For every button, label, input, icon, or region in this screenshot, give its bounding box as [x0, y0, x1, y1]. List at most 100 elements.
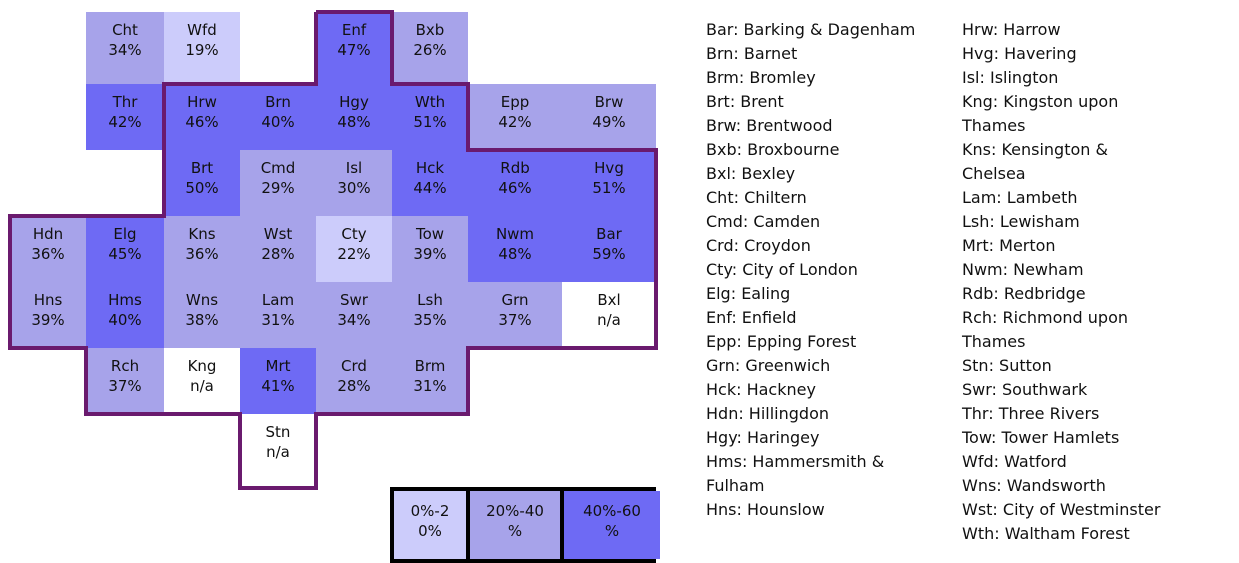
key-entry: Hvg: Havering	[962, 44, 1077, 63]
key-entry: Epp: Epping Forest	[706, 332, 857, 351]
tile: Crd 28%	[316, 348, 392, 414]
tile-label: 26%	[413, 41, 447, 59]
tile-label: n/a	[190, 377, 214, 395]
tile-code: Lam	[261, 291, 295, 309]
key-entry: Brn: Barnet	[706, 44, 798, 63]
tile: Hgy 48%	[316, 84, 392, 150]
tile-label: 59%	[592, 245, 626, 263]
tile: Brn 40%	[240, 84, 316, 150]
tile-label: 44%	[413, 179, 447, 197]
tile-code: Enf	[341, 21, 367, 39]
key-entry: Brw: Brentwood	[706, 116, 833, 135]
tile: Bar 59%	[562, 216, 656, 282]
tile-code: Bxb	[415, 21, 445, 39]
tile: Nwm 48%	[468, 216, 562, 282]
key-entry: Grn: Greenwich	[706, 356, 831, 375]
key-entry: Thr: Three Rivers	[962, 404, 1100, 423]
key-entry: Isl: Islington	[962, 68, 1059, 87]
tile-code: Hdn	[32, 225, 64, 243]
key-entry: Bxb: Broxbourne	[706, 140, 840, 159]
tile-code: Kng	[187, 357, 217, 375]
tile: Tow 39%	[392, 216, 468, 282]
tile-code: Epp	[500, 93, 530, 111]
tile-label: 39%	[413, 245, 447, 263]
tile: Mrt 41%	[240, 348, 316, 414]
tile-label: 28%	[261, 245, 295, 263]
tile-code: Thr	[112, 93, 138, 111]
tile-label: 38%	[185, 311, 219, 329]
tile: Hns 39%	[10, 282, 86, 348]
tile-code: Stn	[265, 423, 291, 441]
key-column: Hrw: Harrow Hvg: Havering Isl: Islington Kn…	[962, 18, 1239, 546]
tile: Isl 30%	[316, 150, 392, 216]
tile: Cty 22%	[316, 216, 392, 282]
tile: Brw 49%	[562, 84, 656, 150]
tile-label: 51%	[592, 179, 626, 197]
tile-code: Cmd	[260, 159, 296, 177]
tile: Hms 40%	[86, 282, 164, 348]
tile: Cmd 29%	[240, 150, 316, 216]
tile-code: Wth	[414, 93, 446, 111]
tile-code: Hrw	[187, 93, 217, 111]
key-entry: Lsh: Lewisham	[962, 212, 1080, 231]
tile: Hrw 46%	[164, 84, 240, 150]
tile: Epp 42%	[468, 84, 562, 150]
key-entry: Enf: Enfield	[706, 308, 797, 327]
key-entry: Nwm: Newham	[962, 260, 1084, 279]
tile: Bxl n/a	[562, 282, 656, 348]
legend: 0%-20% 20%-40% 40%-60%	[390, 487, 660, 563]
tile-label: 28%	[337, 377, 371, 395]
legend-item: 40%-60%	[564, 491, 660, 559]
tile-code: Bxl	[597, 291, 621, 309]
tile-label: 49%	[592, 113, 626, 131]
tile: Stn n/a	[240, 414, 316, 488]
tile-code: Cht	[112, 21, 138, 39]
tile: Elg 45%	[86, 216, 164, 282]
tile: Wns 38%	[164, 282, 240, 348]
tile-code: Lsh	[417, 291, 443, 309]
tile-label: 31%	[413, 377, 447, 395]
key-column: Bar: Barking & Dagenham Brn: Barnet Brm: B…	[706, 18, 938, 522]
key-entry: Wst: City of Westminster	[962, 500, 1161, 519]
key-entry: Tow: Tower Hamlets	[962, 428, 1120, 447]
tile-code: Brw	[594, 93, 624, 111]
tile-code: Brm	[414, 357, 446, 375]
tile-code: Swr	[340, 291, 368, 309]
key-entry: Rdb: Redbridge	[962, 284, 1086, 303]
key-entry: Cty: City of London	[706, 260, 858, 279]
tile: Brm 31%	[392, 348, 468, 414]
tile-label: 22%	[337, 245, 371, 263]
tile: Bxb 26%	[392, 12, 468, 84]
key-entry: Wth: Waltham Forest	[962, 524, 1130, 543]
tile: Rch 37%	[86, 348, 164, 414]
tile-code: Rdb	[500, 159, 530, 177]
tile-code: Kns	[188, 225, 216, 243]
tile-label: 35%	[413, 311, 447, 329]
boundary-line	[8, 10, 658, 490]
key-entry: Lam: Lambeth	[962, 188, 1078, 207]
tile: Thr 42%	[86, 84, 164, 150]
tile-code: Hvg	[594, 159, 624, 177]
tile-code: Isl	[345, 159, 363, 177]
key-entry: Crd: Croydon	[706, 236, 811, 255]
legend-item: 20%-40%	[470, 491, 564, 559]
tile-code: Rch	[110, 357, 140, 375]
tile-label: 45%	[108, 245, 142, 263]
tile-label: 19%	[185, 41, 219, 59]
tile-code: Crd	[341, 357, 367, 375]
tile-label: 37%	[498, 311, 532, 329]
tile-code: Wst	[263, 225, 293, 243]
key-entry: Wns: Wandsworth	[962, 476, 1106, 495]
tile-code: Nwm	[495, 225, 535, 243]
tile-label: 31%	[261, 311, 295, 329]
tile-label: 40%	[261, 113, 295, 131]
tile: Hdn 36%	[10, 216, 86, 282]
key-entry: Elg: Ealing	[706, 284, 791, 303]
tile-label: 42%	[108, 113, 142, 131]
tile-label: 47%	[337, 41, 371, 59]
key-entry: Hdn: Hillingdon	[706, 404, 829, 423]
tile-label: 37%	[108, 377, 142, 395]
tile: Kng n/a	[164, 348, 240, 414]
tile-label: 50%	[185, 179, 219, 197]
